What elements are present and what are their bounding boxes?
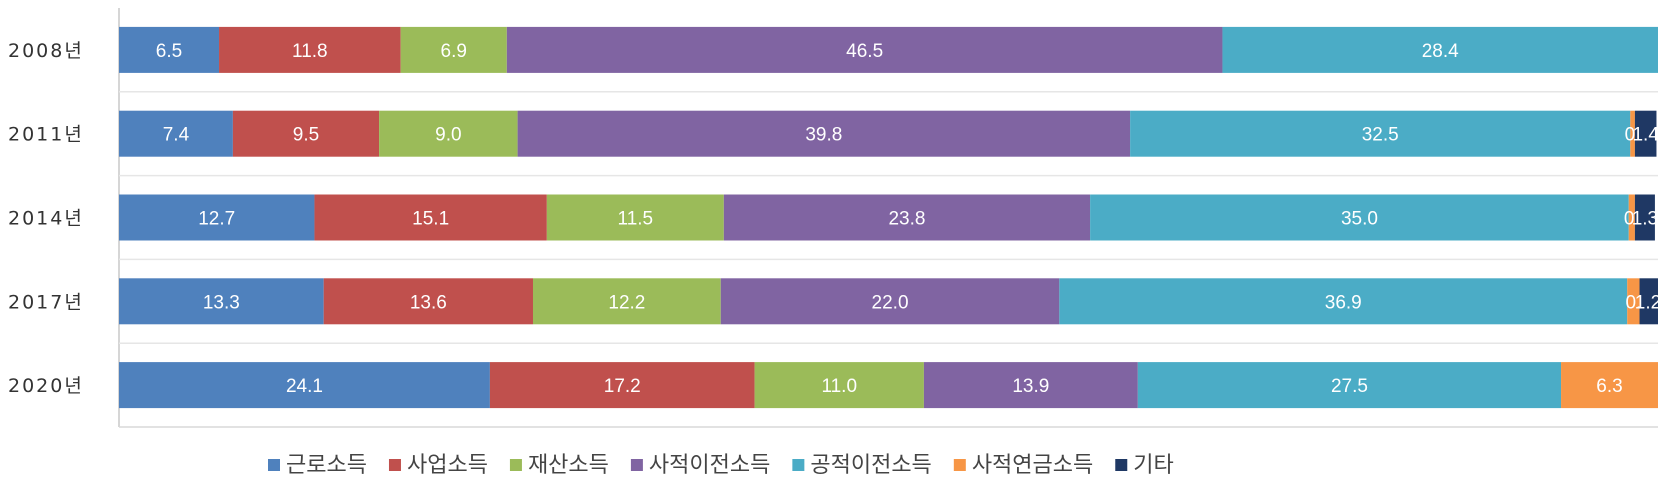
bar-segment	[1627, 278, 1640, 325]
data-label: 36.9	[1325, 292, 1362, 313]
data-label: 1.4	[1632, 125, 1659, 146]
bar-segment	[1222, 26, 1658, 73]
legend-swatch	[792, 459, 805, 471]
bar-segment	[314, 194, 547, 241]
bar-segment	[232, 110, 380, 157]
legend-entry: 재산소득	[528, 453, 609, 478]
plot-area	[118, 8, 1658, 428]
bar-segment	[923, 362, 1138, 409]
bar-segment	[119, 26, 220, 73]
data-label: 0.	[1625, 292, 1641, 313]
data-label: 1.2	[1635, 292, 1661, 313]
data-label: 11.8	[292, 41, 328, 62]
category-label: 2014년	[8, 208, 84, 230]
legend-swatch	[509, 459, 522, 471]
data-label: 27.5	[1331, 376, 1368, 397]
bar-segment	[723, 194, 1091, 241]
bar-segment	[1130, 110, 1631, 157]
category-label: 2020년	[8, 375, 84, 397]
category-label: 2017년	[8, 291, 84, 313]
data-label: 35.0	[1341, 209, 1378, 230]
legend-swatch	[630, 459, 643, 471]
bar-segment	[119, 362, 490, 409]
legend-swatch	[268, 459, 280, 471]
bar-segment	[720, 278, 1060, 325]
legend-swatch	[1115, 459, 1128, 471]
data-label: 13.6	[410, 292, 447, 313]
bar-segment	[506, 26, 1223, 73]
bar-segment	[1561, 362, 1658, 409]
data-label: 28.4	[1422, 41, 1459, 62]
bar-segment	[119, 110, 233, 157]
legend-entry: 사적이전소득	[649, 453, 770, 478]
bar-segment	[219, 26, 401, 73]
bar-segment	[379, 110, 518, 157]
data-label: 32.5	[1362, 125, 1399, 146]
bar-segment	[532, 278, 721, 325]
data-label: 24.1	[286, 376, 323, 397]
data-label: 46.5	[846, 41, 883, 62]
data-label: 12.2	[608, 292, 645, 313]
bar-segment	[1630, 110, 1635, 157]
data-label: 23.8	[888, 209, 925, 230]
data-label: 13.3	[203, 292, 240, 313]
legend-entry: 공적이전소득	[810, 453, 931, 478]
bar-segment	[1628, 194, 1635, 241]
data-label: 11.0	[821, 376, 857, 397]
category-label: 2011년	[8, 124, 84, 146]
bar-segment	[517, 110, 1131, 157]
data-label: 15.1	[412, 209, 449, 230]
data-label: 11.5	[618, 209, 654, 230]
data-label: 13.9	[1012, 376, 1049, 397]
legend-entry: 사적연금소득	[972, 453, 1093, 478]
data-label: 6.5	[156, 41, 182, 62]
bar-segment	[119, 278, 324, 325]
data-label: 9.0	[435, 125, 461, 146]
data-label: 6.3	[1596, 376, 1622, 397]
bar-segment	[489, 362, 755, 409]
bar-segment	[323, 278, 533, 325]
bar-segment	[1634, 194, 1655, 241]
data-label: 6.9	[441, 41, 467, 62]
bar-segment	[546, 194, 724, 241]
bar-segment	[754, 362, 924, 409]
data-label: 12.7	[198, 209, 235, 230]
data-label: 7.4	[163, 125, 190, 146]
bar-segment	[1090, 194, 1629, 241]
data-label: 22.0	[872, 292, 909, 313]
category-labels: 2008년 2011년 2014년 2017년 2020년	[8, 40, 84, 397]
legend-entry: 사업소득	[407, 453, 488, 478]
bar-segment	[1639, 278, 1658, 325]
data-label: 9.5	[293, 125, 319, 146]
legend-entry: 기타	[1133, 453, 1173, 478]
bar-segment	[1634, 110, 1657, 157]
legend: 근로소득 사업소득 재산소득 사적이전소득 공적이전소득 사적연금소득 기타	[268, 453, 1174, 478]
data-label: 17.2	[604, 376, 641, 397]
legend-swatch	[388, 459, 401, 471]
bar-segment	[1059, 278, 1628, 325]
bars-group: 6.5 11.8 6.9 46.5 28.4 7.4 9.5 9.0 39.8 32.5 0. 1.4…	[119, 26, 1661, 409]
bar-segment	[1137, 362, 1562, 409]
data-label: 39.8	[805, 125, 842, 146]
legend-swatch	[953, 459, 966, 471]
bar-segment	[119, 194, 315, 241]
bar-segment	[400, 26, 507, 73]
legend-entry: 근로소득	[286, 453, 367, 478]
data-label: 1.3	[1632, 209, 1658, 230]
category-label: 2008년	[8, 40, 84, 62]
